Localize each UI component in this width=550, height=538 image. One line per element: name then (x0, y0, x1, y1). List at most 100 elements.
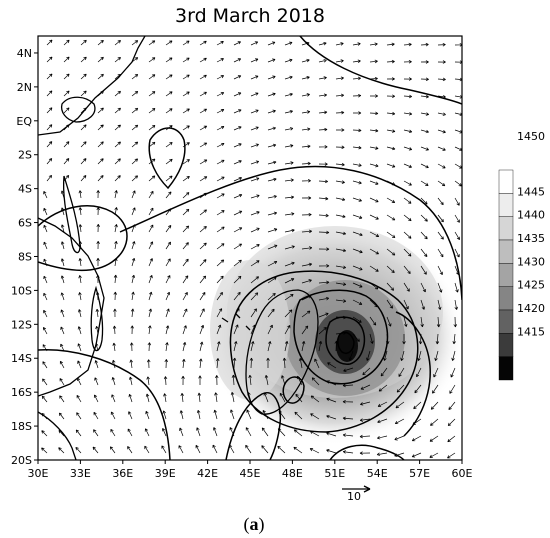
wind-vector (96, 207, 101, 216)
wind-vector (335, 214, 346, 219)
wind-vector (59, 360, 65, 369)
wind-vector (451, 350, 456, 361)
wind-vector (284, 325, 291, 335)
wind-vector (284, 293, 294, 301)
wind-vector (335, 59, 344, 63)
wind-vector (318, 93, 328, 97)
wind-vector (267, 244, 278, 250)
wind-vector (380, 367, 388, 377)
wind-vector (60, 241, 65, 250)
wind-vector (437, 112, 446, 116)
wind-vector (454, 231, 460, 240)
wind-vector (293, 446, 303, 454)
wind-vector (216, 226, 225, 233)
wind-vector (112, 325, 117, 335)
wind-vector (326, 414, 337, 420)
wind-vector (96, 257, 100, 266)
wind-vector (127, 446, 133, 454)
wind-vector (199, 125, 208, 131)
y-tick-label: 10S (11, 284, 32, 297)
wind-vector (352, 180, 362, 185)
wind-vector (326, 397, 337, 403)
wind-vector (250, 109, 259, 114)
wind-vector (109, 446, 116, 454)
wind-vector (165, 291, 171, 301)
wind-vector (233, 109, 242, 114)
wind-vector (216, 159, 225, 165)
wind-vector (250, 227, 260, 233)
wind-vector (230, 409, 235, 420)
wind-vector (454, 282, 459, 293)
wind-vector (195, 444, 201, 454)
x-tick-label: 48E (282, 467, 303, 480)
wind-vector (131, 274, 136, 284)
wind-vector (437, 77, 446, 82)
wind-vector (402, 334, 406, 345)
x-tick-label: 45E (240, 467, 261, 480)
wind-vector (386, 282, 395, 291)
wind-vector (145, 393, 150, 403)
wind-vector (301, 178, 311, 183)
wind-vector (63, 90, 70, 97)
wind-vector (403, 231, 412, 239)
wind-vector (352, 42, 361, 46)
y-tick-label: 14S (11, 352, 32, 365)
wind-vector (447, 418, 456, 427)
wind-vector (199, 176, 208, 182)
wind-vector (420, 248, 428, 258)
wind-vector (199, 226, 207, 233)
wind-vector (454, 248, 460, 258)
wind-vector (301, 279, 312, 284)
wind-vector (216, 341, 221, 352)
wind-vector (131, 241, 136, 250)
wind-vector (216, 109, 225, 114)
wind-vector (148, 291, 153, 301)
wind-vector (295, 393, 303, 403)
madagascar-coast (245, 289, 319, 415)
wind-vector (310, 413, 320, 420)
wind-vector (77, 326, 82, 335)
wind-vector (179, 410, 184, 420)
wind-vector (182, 159, 190, 165)
wind-vector (352, 231, 363, 237)
wind-vector (284, 228, 295, 233)
wind-vector (161, 445, 167, 454)
wind-vector (199, 341, 204, 352)
wind-vector (216, 58, 224, 63)
x-axis-ticks: 30E 33E 36E 39E 42E 45E 48E 51E 54E 57E 60E (28, 460, 473, 480)
wind-vector (369, 146, 379, 150)
wind-vector (342, 399, 354, 404)
y-tick-label: 18S (11, 420, 32, 433)
wind-vector (216, 259, 225, 267)
y-tick-label: 12S (11, 318, 32, 331)
east-africa-coast (38, 36, 146, 136)
wind-vector (216, 243, 225, 250)
wind-vector (400, 350, 405, 361)
wind-vector (453, 316, 458, 328)
wind-vector (146, 359, 151, 369)
wind-vector (131, 291, 135, 301)
wind-vector (403, 112, 413, 116)
wind-vector (452, 333, 456, 345)
wind-vector (327, 362, 337, 369)
wind-vector (148, 141, 156, 148)
wind-vector (97, 73, 104, 80)
wind-vector (301, 325, 309, 335)
x-tick-label: 54E (367, 467, 388, 480)
wind-vector (148, 175, 156, 182)
wind-vector (266, 357, 270, 368)
wind-vector (342, 450, 354, 454)
wind-vector (131, 158, 139, 165)
wind-vector (403, 94, 412, 99)
wind-vector (284, 109, 293, 114)
wind-vector (435, 333, 440, 345)
wind-vector (148, 308, 153, 318)
wind-vector (128, 411, 133, 420)
wind-vector (46, 158, 53, 165)
wind-vector (335, 248, 347, 253)
wind-vector (78, 275, 82, 284)
wind-vector (199, 108, 207, 114)
x-tick-label: 60E (452, 467, 473, 480)
wind-vector (437, 163, 446, 169)
wind-vector (148, 91, 156, 97)
